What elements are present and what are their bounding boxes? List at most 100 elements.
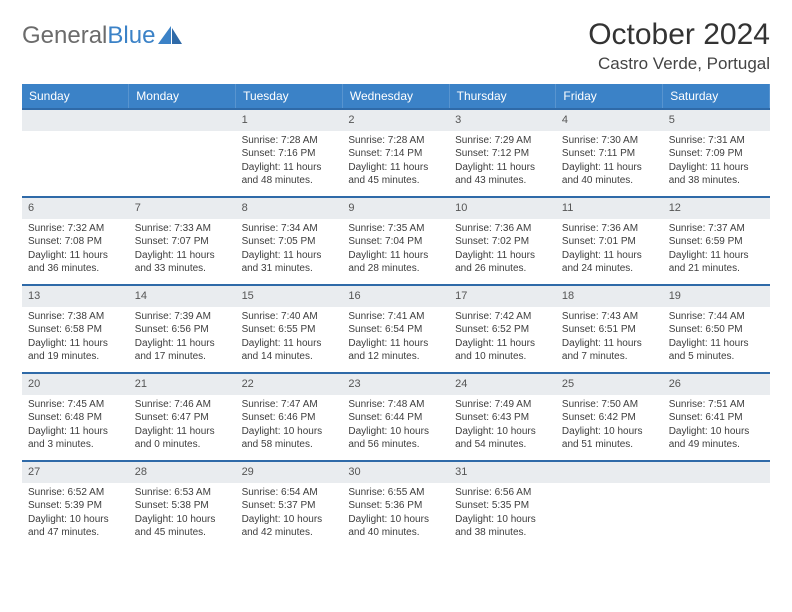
day-details — [663, 483, 770, 543]
day-details: Sunrise: 7:38 AMSunset: 6:58 PMDaylight:… — [22, 307, 129, 368]
day-details: Sunrise: 7:46 AMSunset: 6:47 PMDaylight:… — [129, 395, 236, 456]
day-details: Sunrise: 7:39 AMSunset: 6:56 PMDaylight:… — [129, 307, 236, 368]
sail-icon — [158, 26, 184, 46]
day-details: Sunrise: 7:35 AMSunset: 7:04 PMDaylight:… — [342, 219, 449, 280]
day-number: 25 — [556, 374, 663, 395]
day-details: Sunrise: 7:47 AMSunset: 6:46 PMDaylight:… — [236, 395, 343, 456]
day-number — [22, 110, 129, 131]
day-cell: 20Sunrise: 7:45 AMSunset: 6:48 PMDayligh… — [22, 373, 129, 461]
day-details: Sunrise: 7:40 AMSunset: 6:55 PMDaylight:… — [236, 307, 343, 368]
day-cell: 22Sunrise: 7:47 AMSunset: 6:46 PMDayligh… — [236, 373, 343, 461]
day-cell: 31Sunrise: 6:56 AMSunset: 5:35 PMDayligh… — [449, 461, 556, 549]
day-details: Sunrise: 6:53 AMSunset: 5:38 PMDaylight:… — [129, 483, 236, 544]
day-number: 11 — [556, 198, 663, 219]
day-details: Sunrise: 7:51 AMSunset: 6:41 PMDaylight:… — [663, 395, 770, 456]
day-number: 5 — [663, 110, 770, 131]
day-details: Sunrise: 7:49 AMSunset: 6:43 PMDaylight:… — [449, 395, 556, 456]
day-number: 8 — [236, 198, 343, 219]
day-cell: 2Sunrise: 7:28 AMSunset: 7:14 PMDaylight… — [342, 109, 449, 197]
day-number: 28 — [129, 462, 236, 483]
day-details — [556, 483, 663, 543]
day-details: Sunrise: 7:45 AMSunset: 6:48 PMDaylight:… — [22, 395, 129, 456]
day-details: Sunrise: 7:34 AMSunset: 7:05 PMDaylight:… — [236, 219, 343, 280]
week-row: 13Sunrise: 7:38 AMSunset: 6:58 PMDayligh… — [22, 285, 770, 373]
day-cell: 6Sunrise: 7:32 AMSunset: 7:08 PMDaylight… — [22, 197, 129, 285]
day-cell: 29Sunrise: 6:54 AMSunset: 5:37 PMDayligh… — [236, 461, 343, 549]
empty-cell — [129, 109, 236, 197]
day-cell: 9Sunrise: 7:35 AMSunset: 7:04 PMDaylight… — [342, 197, 449, 285]
day-cell: 4Sunrise: 7:30 AMSunset: 7:11 PMDaylight… — [556, 109, 663, 197]
day-cell: 10Sunrise: 7:36 AMSunset: 7:02 PMDayligh… — [449, 197, 556, 285]
day-details: Sunrise: 7:28 AMSunset: 7:16 PMDaylight:… — [236, 131, 343, 192]
day-details: Sunrise: 7:32 AMSunset: 7:08 PMDaylight:… — [22, 219, 129, 280]
day-number: 29 — [236, 462, 343, 483]
day-details: Sunrise: 7:29 AMSunset: 7:12 PMDaylight:… — [449, 131, 556, 192]
brand-logo: GeneralBlue — [22, 24, 184, 48]
title-block: October 2024 Castro Verde, Portugal — [588, 18, 770, 74]
day-cell: 18Sunrise: 7:43 AMSunset: 6:51 PMDayligh… — [556, 285, 663, 373]
day-number: 14 — [129, 286, 236, 307]
day-number: 23 — [342, 374, 449, 395]
day-cell: 13Sunrise: 7:38 AMSunset: 6:58 PMDayligh… — [22, 285, 129, 373]
day-cell: 8Sunrise: 7:34 AMSunset: 7:05 PMDaylight… — [236, 197, 343, 285]
day-cell: 15Sunrise: 7:40 AMSunset: 6:55 PMDayligh… — [236, 285, 343, 373]
day-number: 9 — [342, 198, 449, 219]
day-cell: 25Sunrise: 7:50 AMSunset: 6:42 PMDayligh… — [556, 373, 663, 461]
day-number — [663, 462, 770, 483]
day-number: 17 — [449, 286, 556, 307]
day-number: 3 — [449, 110, 556, 131]
page-subtitle: Castro Verde, Portugal — [588, 54, 770, 74]
weekday-sunday: Sunday — [22, 84, 129, 109]
day-number: 7 — [129, 198, 236, 219]
day-cell: 26Sunrise: 7:51 AMSunset: 6:41 PMDayligh… — [663, 373, 770, 461]
day-number: 12 — [663, 198, 770, 219]
calendar-table: SundayMondayTuesdayWednesdayThursdayFrid… — [22, 84, 770, 549]
day-cell: 1Sunrise: 7:28 AMSunset: 7:16 PMDaylight… — [236, 109, 343, 197]
day-number: 15 — [236, 286, 343, 307]
weekday-friday: Friday — [556, 84, 663, 109]
day-cell: 28Sunrise: 6:53 AMSunset: 5:38 PMDayligh… — [129, 461, 236, 549]
day-details: Sunrise: 7:37 AMSunset: 6:59 PMDaylight:… — [663, 219, 770, 280]
brand-part1: General — [22, 24, 107, 48]
day-cell: 12Sunrise: 7:37 AMSunset: 6:59 PMDayligh… — [663, 197, 770, 285]
weekday-saturday: Saturday — [663, 84, 770, 109]
day-number: 6 — [22, 198, 129, 219]
weekday-tuesday: Tuesday — [236, 84, 343, 109]
day-cell: 23Sunrise: 7:48 AMSunset: 6:44 PMDayligh… — [342, 373, 449, 461]
day-number: 16 — [342, 286, 449, 307]
empty-cell — [22, 109, 129, 197]
day-details: Sunrise: 6:54 AMSunset: 5:37 PMDaylight:… — [236, 483, 343, 544]
day-number: 13 — [22, 286, 129, 307]
calendar-body: 1Sunrise: 7:28 AMSunset: 7:16 PMDaylight… — [22, 109, 770, 549]
day-cell: 7Sunrise: 7:33 AMSunset: 7:07 PMDaylight… — [129, 197, 236, 285]
day-details: Sunrise: 7:31 AMSunset: 7:09 PMDaylight:… — [663, 131, 770, 192]
day-number: 4 — [556, 110, 663, 131]
day-number: 27 — [22, 462, 129, 483]
day-details: Sunrise: 6:52 AMSunset: 5:39 PMDaylight:… — [22, 483, 129, 544]
day-details: Sunrise: 7:33 AMSunset: 7:07 PMDaylight:… — [129, 219, 236, 280]
day-cell: 5Sunrise: 7:31 AMSunset: 7:09 PMDaylight… — [663, 109, 770, 197]
day-details: Sunrise: 7:30 AMSunset: 7:11 PMDaylight:… — [556, 131, 663, 192]
day-number: 10 — [449, 198, 556, 219]
day-number — [556, 462, 663, 483]
day-cell: 14Sunrise: 7:39 AMSunset: 6:56 PMDayligh… — [129, 285, 236, 373]
day-details: Sunrise: 7:36 AMSunset: 7:02 PMDaylight:… — [449, 219, 556, 280]
weekday-monday: Monday — [129, 84, 236, 109]
empty-cell — [556, 461, 663, 549]
day-number: 30 — [342, 462, 449, 483]
day-cell: 16Sunrise: 7:41 AMSunset: 6:54 PMDayligh… — [342, 285, 449, 373]
day-cell: 17Sunrise: 7:42 AMSunset: 6:52 PMDayligh… — [449, 285, 556, 373]
page-header: GeneralBlue October 2024 Castro Verde, P… — [22, 18, 770, 74]
day-details: Sunrise: 7:48 AMSunset: 6:44 PMDaylight:… — [342, 395, 449, 456]
day-details: Sunrise: 7:43 AMSunset: 6:51 PMDaylight:… — [556, 307, 663, 368]
day-number: 20 — [22, 374, 129, 395]
day-cell: 30Sunrise: 6:55 AMSunset: 5:36 PMDayligh… — [342, 461, 449, 549]
week-row: 6Sunrise: 7:32 AMSunset: 7:08 PMDaylight… — [22, 197, 770, 285]
day-cell: 21Sunrise: 7:46 AMSunset: 6:47 PMDayligh… — [129, 373, 236, 461]
empty-cell — [663, 461, 770, 549]
page-title: October 2024 — [588, 18, 770, 52]
day-number: 26 — [663, 374, 770, 395]
day-details: Sunrise: 7:36 AMSunset: 7:01 PMDaylight:… — [556, 219, 663, 280]
day-number: 24 — [449, 374, 556, 395]
weekday-header: SundayMondayTuesdayWednesdayThursdayFrid… — [22, 84, 770, 109]
